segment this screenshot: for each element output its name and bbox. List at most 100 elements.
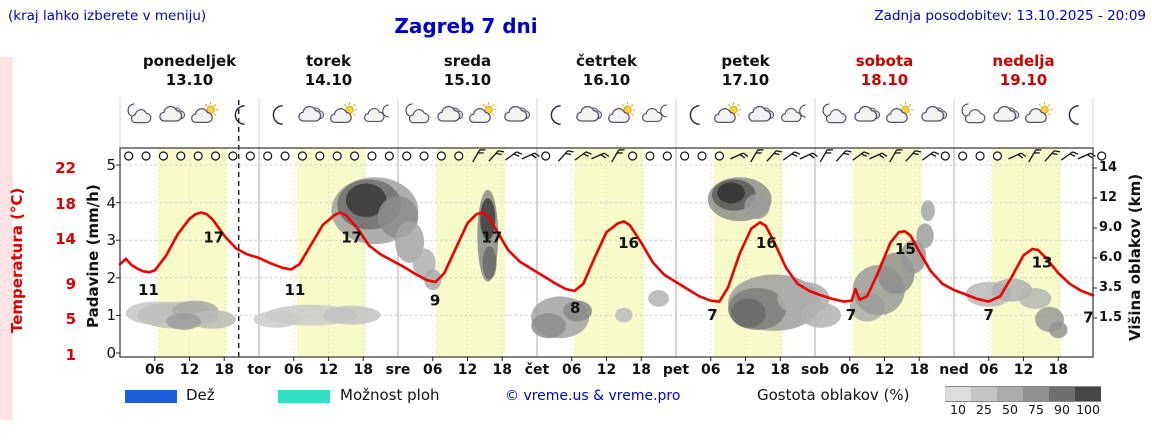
cloud-moon-icon <box>363 102 394 128</box>
cloud-patch <box>563 300 593 322</box>
moon-icon <box>1059 102 1089 128</box>
precipitation-tick: 0 <box>106 344 116 362</box>
cloud-density-swatch <box>971 386 997 402</box>
wind-barb-icon <box>488 150 505 162</box>
wind-calm-icon <box>436 151 447 161</box>
cloud-patch <box>480 198 496 240</box>
hour-label: 18 <box>1048 362 1068 378</box>
copyright-link[interactable]: © vreme.us & vreme.pro <box>505 388 681 404</box>
wind-calm-icon <box>297 151 308 161</box>
day-abbr-label: sre <box>385 362 411 378</box>
hour-label: 06 <box>423 362 443 378</box>
temp-low-label: 7 <box>1083 309 1093 327</box>
wind-calm-icon <box>315 151 325 161</box>
wind-calm-icon <box>124 151 134 161</box>
precipitation-tick: 2 <box>106 268 116 287</box>
wind-calm-icon <box>367 151 377 161</box>
cloud-moon-icon <box>780 102 811 128</box>
wind-calm-icon <box>940 151 950 161</box>
sun-cloud-icon <box>886 102 916 128</box>
cloud-height-tick: 14 <box>1099 160 1118 175</box>
wind-barb-icon <box>504 151 523 161</box>
wind-calm-icon <box>210 151 221 161</box>
cloud-density-swatch <box>1023 386 1049 402</box>
day-abbr-label: ned <box>939 362 969 378</box>
cloud-patch <box>731 298 766 328</box>
left-accent-strip <box>0 57 13 420</box>
precipitation-tick: 3 <box>106 231 116 250</box>
temp-low-label: 7 <box>984 306 994 324</box>
temperature-tick: 22 <box>55 158 76 177</box>
moon-icon <box>225 102 255 128</box>
clouds-icon <box>503 102 533 128</box>
wind-calm-icon <box>332 151 342 161</box>
cloud-density-tick: 50 <box>1002 402 1018 417</box>
wind-calm-icon <box>141 151 151 161</box>
day-abbr-label: pet <box>662 362 690 378</box>
wind-calm-icon <box>193 151 203 161</box>
temp-low-label: 9 <box>430 292 440 310</box>
wind-barb-icon <box>591 152 610 160</box>
cloud-patch <box>189 309 236 329</box>
temp-low-label: 11 <box>138 281 159 299</box>
hour-label: 06 <box>840 362 860 378</box>
wind-barb-icon <box>921 151 940 161</box>
day-name: nedelja <box>992 52 1055 70</box>
cloud-density-swatch <box>1049 386 1075 402</box>
day-name: sobota <box>855 52 914 70</box>
cloud-patch <box>531 313 566 339</box>
clouds-icon <box>853 102 883 128</box>
hour-label: 12 <box>874 362 895 378</box>
last-update-label: Zadnja posodobitev: 13.10.2025 - 20:09 <box>874 8 1146 24</box>
hour-label: 06 <box>562 362 582 378</box>
moon-cloud-icon <box>819 102 849 128</box>
wind-barb-icon <box>782 151 801 161</box>
rain-legend-label: Dež <box>186 386 215 404</box>
cloud-density-swatch <box>997 386 1023 402</box>
hour-label: 06 <box>701 362 721 378</box>
wind-barb-icon <box>852 151 870 161</box>
cloud-height-tick: 12 <box>1099 190 1118 205</box>
wind-barb-icon <box>472 149 486 163</box>
showers-legend-label: Možnost ploh <box>340 386 440 404</box>
cloud-patch <box>916 223 934 249</box>
cloud-patch <box>900 239 927 274</box>
temperature-tick: 9 <box>65 274 76 293</box>
sun-cloud-icon <box>330 102 360 128</box>
wind-calm-icon <box>662 151 672 161</box>
wind-calm-icon <box>975 151 985 161</box>
hour-label: 12 <box>179 362 200 378</box>
cloud-patch <box>166 313 202 330</box>
cloud-patch <box>1018 288 1052 309</box>
day-date: 13.10 <box>165 71 214 89</box>
temp-high-label: 13 <box>1032 253 1053 271</box>
sun-cloud-icon <box>469 102 499 128</box>
hour-label: 12 <box>318 362 339 378</box>
moon-icon <box>680 102 710 128</box>
wind-barb-icon <box>611 149 625 163</box>
moon-icon <box>263 102 293 128</box>
wind-barb-icon <box>819 149 834 163</box>
cloud-density-swatch <box>1075 386 1101 402</box>
showers-legend-swatch <box>278 390 330 403</box>
temperature-tick: 1 <box>65 346 76 364</box>
clouds-icon <box>575 102 605 128</box>
wind-calm-icon <box>228 151 238 161</box>
day-date: 16.10 <box>582 71 631 89</box>
cloud-patch <box>322 305 381 325</box>
wind-calm-icon <box>402 151 412 161</box>
temp-low-label: 8 <box>570 299 580 317</box>
wind-barb-icon <box>1060 151 1079 161</box>
sun-cloud-icon <box>713 102 744 128</box>
cloud-moon-icon <box>641 102 672 128</box>
temperature-tick: 18 <box>55 194 76 213</box>
wind-calm-icon <box>1097 151 1107 161</box>
hour-label: 18 <box>353 362 373 378</box>
cloud-patch <box>615 307 633 323</box>
rain-legend-swatch <box>125 390 177 403</box>
hour-label: 18 <box>770 362 790 378</box>
cloud-patch <box>800 302 842 328</box>
cloud-patch <box>482 246 497 280</box>
